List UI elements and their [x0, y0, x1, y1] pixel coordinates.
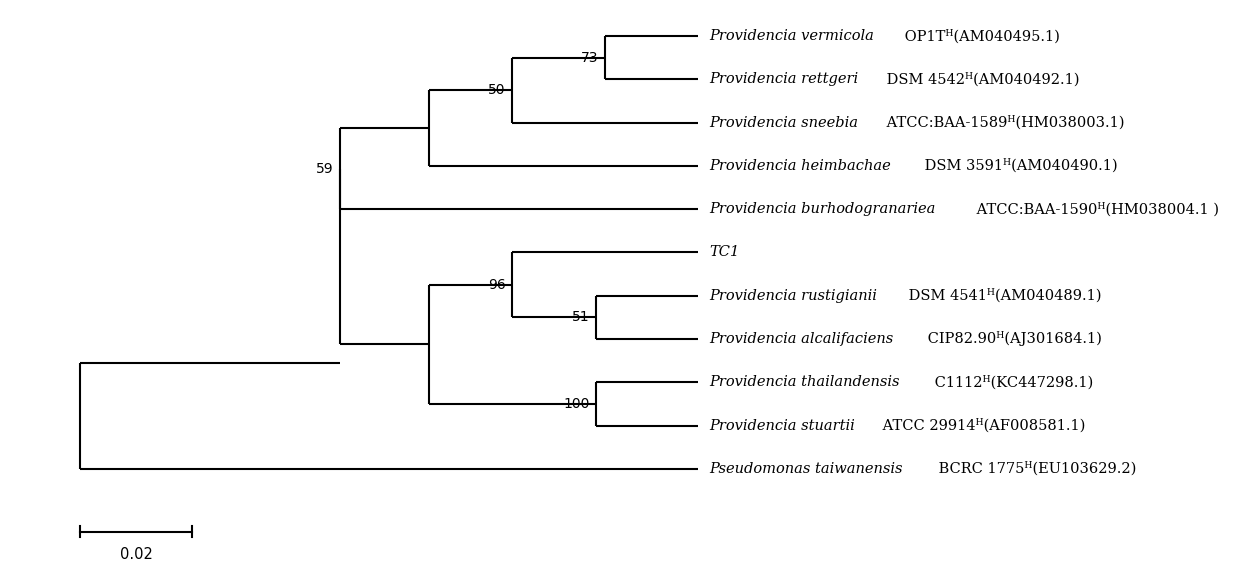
Text: 59: 59 [316, 161, 334, 175]
Text: Providencia sneebia: Providencia sneebia [709, 116, 858, 130]
Text: DSM 4541ᴴ(AM040489.1): DSM 4541ᴴ(AM040489.1) [904, 289, 1101, 303]
Text: Providencia alcalifaciens: Providencia alcalifaciens [709, 332, 893, 346]
Text: DSM 4542ᴴ(AM040492.1): DSM 4542ᴴ(AM040492.1) [882, 72, 1080, 86]
Text: Providencia stuartii: Providencia stuartii [709, 418, 854, 433]
Text: DSM 3591ᴴ(AM040490.1): DSM 3591ᴴ(AM040490.1) [920, 158, 1117, 173]
Text: C1112ᴴ(KC447298.1): C1112ᴴ(KC447298.1) [930, 375, 1094, 389]
Text: CIP82.90ᴴ(AJ301684.1): CIP82.90ᴴ(AJ301684.1) [923, 332, 1102, 346]
Text: Providencia heimbachae: Providencia heimbachae [709, 159, 890, 173]
Text: 73: 73 [582, 51, 599, 65]
Text: 0.02: 0.02 [119, 547, 153, 562]
Text: BCRC 1775ᴴ(EU103629.2): BCRC 1775ᴴ(EU103629.2) [934, 461, 1136, 476]
Text: Providencia burhodogranariea: Providencia burhodogranariea [709, 202, 935, 216]
Text: ATCC 29914ᴴ(AF008581.1): ATCC 29914ᴴ(AF008581.1) [878, 418, 1085, 433]
Text: 100: 100 [563, 397, 589, 411]
Text: Providencia rustigianii: Providencia rustigianii [709, 289, 877, 303]
Text: 51: 51 [572, 310, 589, 324]
Text: ATCC:BAA-1589ᴴ(HM038003.1): ATCC:BAA-1589ᴴ(HM038003.1) [882, 116, 1125, 130]
Text: TC1: TC1 [709, 245, 739, 259]
Text: ATCC:BAA-1590ᴴ(HM038004.1 ): ATCC:BAA-1590ᴴ(HM038004.1 ) [972, 202, 1219, 217]
Text: 50: 50 [489, 83, 506, 97]
Text: OP1Tᴴ(AM040495.1): OP1Tᴴ(AM040495.1) [900, 29, 1060, 43]
Text: Providencia thailandensis: Providencia thailandensis [709, 375, 900, 389]
Text: Pseudomonas taiwanensis: Pseudomonas taiwanensis [709, 462, 903, 476]
Text: 96: 96 [489, 278, 506, 292]
Text: Providencia rettgeri: Providencia rettgeri [709, 72, 858, 86]
Text: Providencia vermicola: Providencia vermicola [709, 29, 874, 43]
